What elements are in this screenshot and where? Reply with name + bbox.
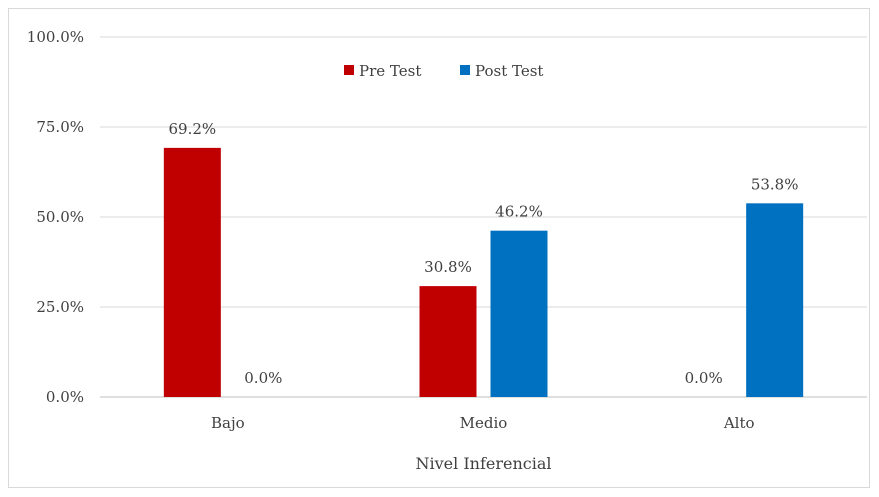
category-label: Bajo: [211, 414, 245, 432]
legend-swatch: [344, 65, 354, 75]
y-axis-tick-labels: 0.0% 25.0% 50.0% 75.0% 100.0%: [27, 28, 84, 406]
legend-swatch: [460, 65, 470, 75]
bars: [163, 147, 804, 397]
category-label: Medio: [460, 414, 508, 432]
legend-label: Post Test: [475, 62, 543, 80]
chart-frame: [8, 8, 870, 488]
data-label: 69.2%: [169, 120, 217, 138]
data-label: 0.0%: [685, 369, 723, 387]
legend-label: Pre Test: [359, 62, 421, 80]
bar-post-test-medio: [490, 230, 548, 397]
bar-pre-test-medio: [419, 286, 477, 397]
y-tick-label: 0.0%: [46, 388, 84, 406]
data-label: 46.2%: [495, 203, 543, 221]
x-axis-title: Nivel Inferencial: [416, 454, 552, 473]
data-label: 0.0%: [244, 369, 282, 387]
y-tick-label: 50.0%: [36, 208, 84, 226]
data-label: 30.8%: [424, 258, 472, 276]
category-label: Alto: [723, 414, 755, 432]
data-labels: 69.2% 0.0% 30.8% 46.2% 0.0% 53.8%: [169, 120, 799, 387]
legend: Pre Test Post Test: [344, 62, 543, 80]
y-tick-label: 100.0%: [27, 28, 84, 46]
bar-pre-test-bajo: [163, 147, 221, 397]
gridlines: [100, 36, 867, 398]
x-axis-category-labels: Bajo Medio Alto: [211, 414, 755, 432]
y-tick-label: 25.0%: [36, 298, 84, 316]
y-tick-label: 75.0%: [36, 118, 84, 136]
data-label: 53.8%: [751, 175, 799, 193]
bar-post-test-alto: [746, 203, 804, 397]
